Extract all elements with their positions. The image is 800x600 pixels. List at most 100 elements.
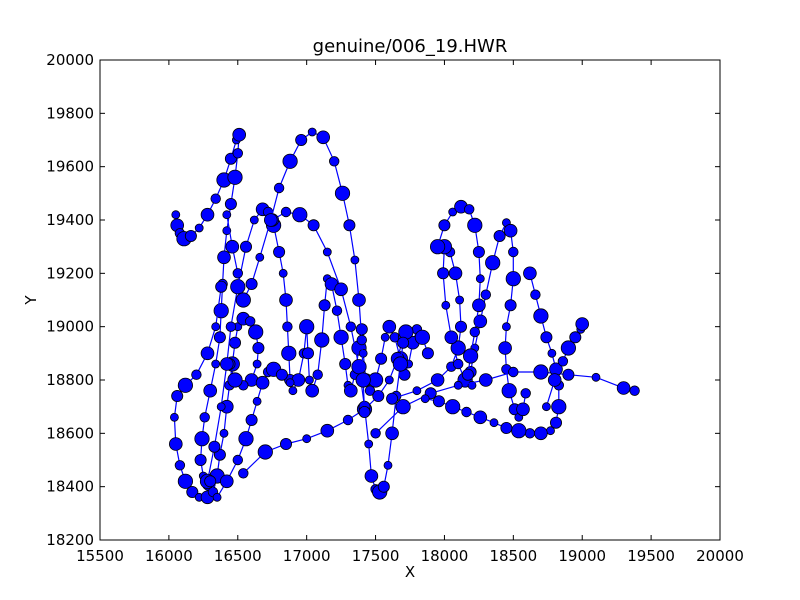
data-point [279, 437, 292, 450]
data-point [453, 380, 463, 390]
data-point [569, 331, 582, 344]
data-point [370, 428, 381, 439]
data-point [524, 428, 536, 439]
data-point [301, 347, 314, 360]
data-point [194, 223, 204, 233]
data-point [307, 219, 320, 232]
x-tick-label: 18000 [421, 547, 469, 565]
data-point [383, 460, 393, 470]
data-point [194, 431, 210, 447]
data-point [177, 377, 193, 393]
data-point [194, 453, 207, 466]
data-point [508, 366, 519, 378]
data-point [280, 206, 292, 218]
data-point [547, 348, 557, 358]
x-tick-label: 16500 [214, 547, 262, 565]
x-axis-label: X [405, 563, 415, 581]
data-point [350, 255, 360, 265]
x-tick-label: 20000 [696, 547, 744, 565]
data-point [356, 334, 368, 346]
data-point [475, 274, 485, 284]
data-point [384, 375, 394, 385]
data-point [364, 385, 376, 396]
data-point [238, 431, 254, 447]
data-point [377, 480, 390, 493]
data-point [533, 308, 549, 324]
data-point [252, 341, 265, 354]
x-tick-label: 15500 [76, 547, 124, 565]
data-point [255, 375, 270, 390]
data-point [329, 156, 340, 167]
data-point [177, 473, 193, 489]
x-tick-label: 17500 [352, 547, 400, 565]
data-point [227, 372, 243, 388]
data-point [252, 359, 262, 369]
data-point [455, 295, 465, 305]
y-tick-label: 18200 [46, 531, 94, 549]
data-point [453, 358, 464, 370]
data-point [171, 210, 181, 220]
x-axis-ticks: 15500 16000 16500 17000 17500 18000 18500 19000… [76, 60, 744, 565]
data-point [493, 229, 506, 242]
data-point [278, 268, 288, 278]
y-tick-label: 18800 [46, 371, 94, 389]
data-point [547, 373, 562, 387]
data-point [386, 392, 399, 405]
data-point [232, 127, 247, 142]
data-point [503, 223, 518, 238]
data-point [501, 383, 517, 399]
data-point [191, 369, 202, 380]
data-point [498, 341, 512, 355]
y-tick-label: 18600 [46, 424, 94, 442]
data-point [292, 207, 308, 223]
data-point [219, 428, 229, 438]
data-point [420, 394, 430, 404]
data-point [462, 348, 479, 364]
y-tick-label: 19000 [46, 318, 94, 336]
data-point [540, 331, 553, 344]
data-point [235, 292, 251, 308]
data-point [445, 399, 461, 415]
data-point [199, 412, 210, 423]
data-point [343, 219, 356, 232]
plot-frame [99, 59, 721, 541]
data-point [523, 266, 537, 281]
data-point [252, 396, 262, 406]
data-point [204, 475, 217, 488]
data-point [546, 426, 555, 436]
data-point [464, 204, 475, 215]
data-point [412, 386, 422, 396]
data-point [200, 207, 215, 222]
data-point [312, 369, 323, 380]
data-point [342, 414, 354, 426]
data-point [504, 299, 517, 312]
data-point [220, 357, 234, 371]
data-point [616, 381, 631, 395]
data-point [215, 280, 228, 293]
data-point [222, 210, 232, 220]
data-point [562, 368, 575, 381]
data-point [485, 255, 501, 271]
data-point [467, 217, 483, 233]
data-point [295, 133, 308, 146]
data-point [208, 440, 221, 453]
data-point [516, 402, 530, 417]
data-point [314, 332, 330, 348]
data-point [227, 169, 243, 185]
data-point [279, 293, 293, 307]
data-point [505, 271, 521, 287]
data-point [437, 267, 450, 280]
y-tick-label: 19200 [46, 264, 94, 282]
data-point [263, 213, 278, 227]
data-point [364, 439, 374, 449]
data-point [248, 324, 264, 340]
data-point [511, 423, 527, 439]
data-point [273, 245, 286, 258]
data-point [441, 300, 451, 310]
data-point [244, 316, 256, 327]
data-point [352, 293, 366, 307]
data-point [339, 357, 352, 370]
data-point [430, 373, 445, 387]
data-point [533, 364, 549, 380]
